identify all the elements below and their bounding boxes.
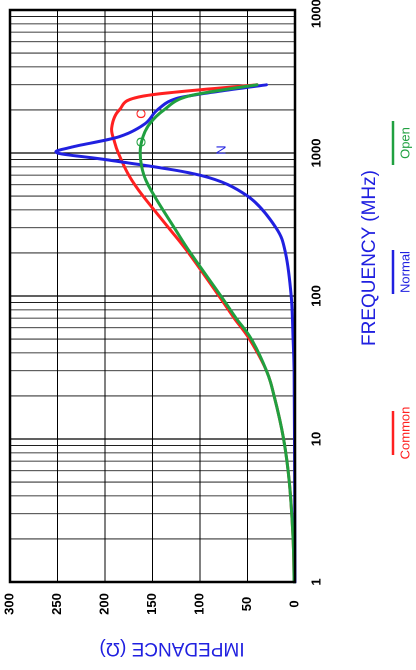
legend-label-common: Common — [397, 407, 412, 460]
y-tick-label: 250 — [49, 593, 64, 615]
axis-titles: FREQUENCY (MHz) IMPEDANCE (Ω) — [99, 170, 380, 659]
curve-open — [138, 83, 296, 584]
tick-labels: 1 10 100 1000 10000 0 50 100 150 200 250 300 — [1, 0, 323, 615]
grid — [10, 10, 295, 582]
legend-label-open: Open — [397, 127, 412, 159]
x-tick-label: 1000 — [308, 139, 323, 168]
y-tick-label: 200 — [96, 593, 111, 615]
curves: C N O — [54, 83, 297, 584]
x-tick-label: 10 — [308, 432, 323, 446]
y-tick-label: 150 — [144, 593, 159, 615]
x-tick-label: 100 — [308, 285, 323, 307]
y-tick-label: 300 — [1, 593, 16, 615]
curve-label-common: C — [133, 109, 148, 118]
plot-frame — [8, 8, 297, 584]
legend-label-normal: Normal — [397, 251, 412, 293]
x-tick-label: 10000 — [308, 0, 323, 28]
curve-label-open: O — [133, 137, 148, 147]
y-axis-title: IMPEDANCE (Ω) — [99, 638, 244, 659]
y-tick-label: 0 — [286, 600, 301, 607]
curve-label-normal: N — [213, 145, 228, 154]
x-tick-label: 1 — [308, 578, 323, 585]
legend: Common Normal Open — [391, 121, 412, 460]
x-axis-title: FREQUENCY (MHz) — [359, 170, 380, 346]
curve-normal — [54, 83, 297, 584]
y-tick-label: 100 — [191, 593, 206, 615]
y-tick-label: 50 — [239, 597, 254, 611]
